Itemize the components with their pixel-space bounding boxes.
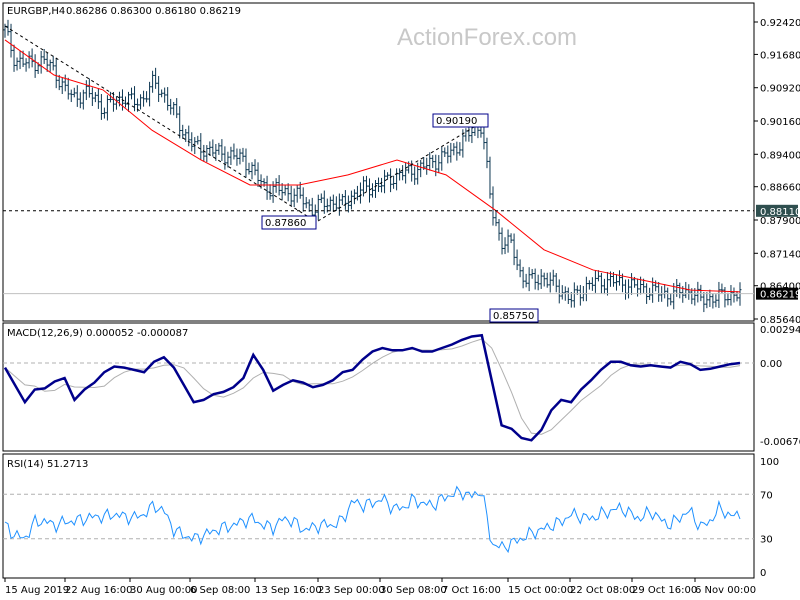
macd-tick-label: -0.006761 <box>760 437 800 448</box>
rsi-title: RSI(14) 51.2713 <box>7 459 88 470</box>
macd-line <box>3 333 741 442</box>
macd-signal-line <box>4 338 741 435</box>
trendline-up <box>317 120 485 222</box>
price-tick-label: 0.87900 <box>760 216 800 227</box>
price-annotation-box <box>261 215 317 230</box>
level-price-badge <box>756 204 798 217</box>
ohlc-readout: 0.86286 0.86300 0.86180 0.86219 <box>66 6 241 17</box>
price-tick-label: 0.91680 <box>760 50 800 61</box>
price-annotation-box <box>489 308 539 323</box>
rsi-tick-label: 0 <box>760 568 766 579</box>
rsi-tick-label: 70 <box>760 490 773 501</box>
price-tick-label: 0.87140 <box>760 249 800 260</box>
time-tick-label: 6 Nov 00:00 <box>695 585 756 596</box>
price-tick-label: 0.86400 <box>760 282 800 293</box>
time-tick-label: 15 Aug 2019 <box>5 585 69 596</box>
price-panel <box>2 2 755 322</box>
time-tick-label: 7 Oct 16:00 <box>442 585 501 596</box>
rsi-line <box>4 485 741 554</box>
time-tick-label: 23 Sep 00:00 <box>318 585 385 596</box>
trendline-down <box>4 25 316 222</box>
rsi-tick-label: 100 <box>760 457 779 468</box>
time-tick-label: 30 Aug 00:00 <box>130 585 197 596</box>
price-tick-label: 0.90160 <box>760 117 800 128</box>
symbol-label: EURGBP,H4 <box>7 6 65 17</box>
time-tick-label: 29 Oct 16:00 <box>632 585 697 596</box>
macd-tick-label: 0.00 <box>760 359 782 370</box>
price-tick-label: 0.92420 <box>760 18 800 29</box>
level-price-text: 0.88110 <box>760 207 800 218</box>
price-annotation-high: 0.90190 <box>436 116 477 127</box>
macd-tick-label: 0.002942 <box>760 325 800 336</box>
time-tick-label: 6 Sep 08:00 <box>190 585 250 596</box>
price-tick-label: 0.89400 <box>760 150 800 161</box>
current-price-text: 0.86219 <box>760 290 800 301</box>
time-tick-label: 15 Oct 00:00 <box>508 585 573 596</box>
time-tick-label: 13 Sep 16:00 <box>255 585 322 596</box>
macd-title: MACD(12,26,9) 0.000052 -0.000087 <box>7 328 188 339</box>
rsi-tick-label: 30 <box>760 535 773 546</box>
macd-panel <box>2 322 755 452</box>
rsi-panel <box>2 453 755 579</box>
time-tick-label: 22 Oct 08:00 <box>570 585 635 596</box>
price-tick-label: 0.90920 <box>760 84 800 95</box>
price-annotation-low1: 0.87860 <box>265 218 306 229</box>
moving-average-line <box>4 39 741 293</box>
watermark: ActionForex.com <box>397 24 577 51</box>
price-tick-label: 0.88660 <box>760 183 800 194</box>
price-tick-label: 0.85640 <box>760 315 800 326</box>
price-annotation-low2: 0.85750 <box>493 311 534 322</box>
price-annotation-box <box>432 113 489 128</box>
time-tick-label: 22 Aug 16:00 <box>65 585 132 596</box>
current-price-badge <box>756 287 798 300</box>
time-tick-label: 30 Sep 08:00 <box>380 585 447 596</box>
